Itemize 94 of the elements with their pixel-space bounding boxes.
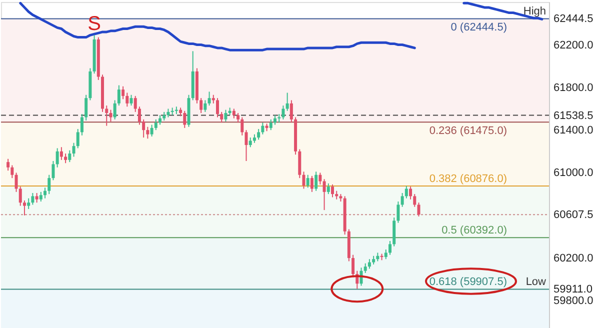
candlestick <box>302 171 306 190</box>
candlestick <box>48 174 51 195</box>
candlestick <box>52 160 55 181</box>
candlestick <box>220 111 224 124</box>
candlestick <box>60 146 63 160</box>
candlestick <box>232 108 236 119</box>
y-tick-label: 59800.0 <box>554 295 594 308</box>
y-tick-label: 60607.5 <box>554 209 594 222</box>
candlestick <box>388 240 392 256</box>
candlestick <box>208 91 211 106</box>
candlestick <box>105 105 108 126</box>
candlestick <box>298 148 302 179</box>
candlestick <box>200 98 203 114</box>
candlestick <box>84 94 88 121</box>
candlestick <box>404 185 408 199</box>
candlestick <box>80 114 84 136</box>
candlestick <box>286 92 289 112</box>
candlestick <box>310 175 314 192</box>
candlestick <box>261 122 264 135</box>
candlestick <box>413 194 416 208</box>
candlestick <box>56 148 59 168</box>
candlestick <box>27 198 30 210</box>
annotation: S <box>88 13 101 36</box>
candlestick <box>142 118 146 138</box>
candlestick <box>274 114 276 126</box>
candlestick <box>322 178 326 211</box>
candlestick <box>39 191 42 202</box>
candlestick <box>318 172 322 185</box>
candlestick <box>257 128 260 140</box>
annotation: High <box>523 6 546 18</box>
candlestick <box>269 118 272 131</box>
candlestick <box>400 192 404 208</box>
y-tick-label: 60200.0 <box>554 252 594 265</box>
candlestick <box>10 164 14 179</box>
candlestick <box>248 137 252 148</box>
candlestick <box>158 114 162 126</box>
candlestick <box>14 172 18 192</box>
line-series <box>19 2 416 52</box>
y-tick-label: 59911.0 <box>554 283 592 296</box>
y-tick-label: 61000.0 <box>554 167 594 180</box>
candlestick <box>154 118 158 131</box>
y-tick-label: 62444.5 <box>554 13 594 26</box>
candlestick <box>306 174 310 188</box>
candlestick <box>122 86 125 100</box>
candlestick <box>224 109 228 122</box>
candlestick <box>216 98 220 118</box>
candlestick <box>138 106 141 126</box>
candlestick <box>326 182 330 195</box>
y-tick-label: 61400.0 <box>554 124 594 137</box>
candlestick <box>368 258 371 270</box>
candlestick <box>290 100 293 124</box>
candlestick <box>392 217 396 247</box>
candlestick <box>330 184 334 198</box>
candlestick <box>64 153 68 164</box>
ref-line-label: 0.618 (59907.5) <box>429 276 507 288</box>
y-tick-label: 61800.0 <box>554 82 594 94</box>
candlestick <box>113 100 116 120</box>
candlestick <box>134 95 137 112</box>
candlestick <box>417 202 420 217</box>
candlestick <box>109 109 112 122</box>
candlestick <box>204 100 207 112</box>
ref-line-label: 0.382 (60876.0) <box>429 172 507 185</box>
candlestick <box>76 128 80 149</box>
ref-line-label: 0.5 (60392.0) <box>442 224 507 237</box>
candlestick <box>236 112 240 124</box>
y-tick-label: 61538.5 <box>554 110 594 122</box>
candlestick <box>18 186 22 206</box>
candlestick <box>68 150 72 163</box>
candlestick <box>35 192 38 204</box>
candlestick <box>6 158 10 172</box>
candlestick <box>282 105 285 120</box>
ref-line-label: 0.236 (61475.0) <box>429 125 507 138</box>
candlestick <box>31 192 34 206</box>
candlestick <box>396 201 400 224</box>
candlestick <box>183 110 186 128</box>
candlestick <box>126 92 129 108</box>
candlestick <box>72 142 76 158</box>
candlestick <box>240 116 244 136</box>
candlestick <box>146 126 150 140</box>
candlestick <box>117 84 120 106</box>
candlestick <box>130 94 133 106</box>
line-series <box>462 2 544 20</box>
candlestick <box>150 124 154 137</box>
candlestick <box>409 186 412 200</box>
candlestick <box>352 254 355 278</box>
candlestick <box>244 130 248 162</box>
y-tick-label: 62200.0 <box>554 39 594 52</box>
ref-line-label: 0 (62444.5) <box>450 22 507 34</box>
candlestick <box>364 262 367 274</box>
candlestick <box>44 187 47 199</box>
candlestick <box>314 171 318 192</box>
annotation: Low <box>526 276 546 288</box>
candlestick <box>22 200 26 216</box>
candlestick <box>384 249 388 260</box>
